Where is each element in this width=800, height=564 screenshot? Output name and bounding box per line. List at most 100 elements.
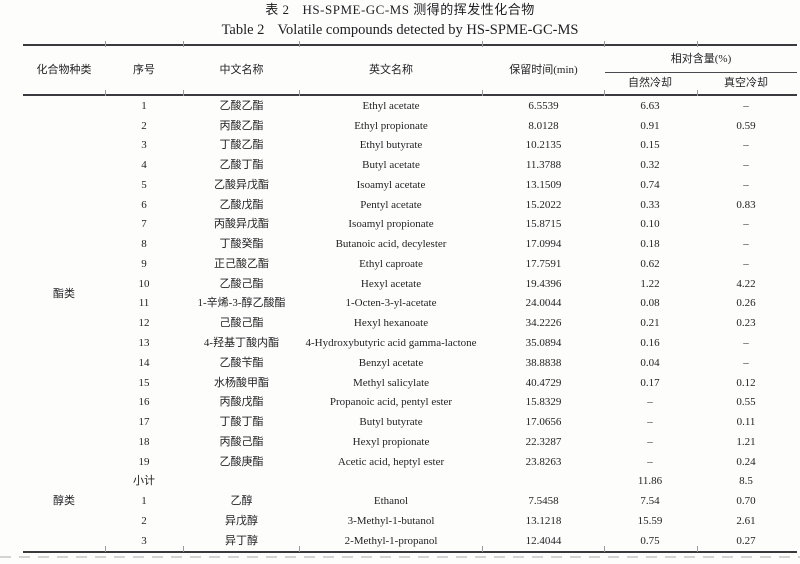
cell-natural-cooling: 0.15	[640, 139, 660, 152]
table-row: 15 水杨酸甲酯 Methyl salicylate 40.4729 0.17 0.12	[23, 373, 797, 393]
header-natural-cooling: 自然冷却	[628, 77, 672, 90]
cell-natural-cooling: 6.63	[640, 99, 660, 112]
cell-retention-time: 24.0044	[525, 297, 562, 310]
cell-no: 10	[138, 277, 150, 290]
rule-tick	[604, 41, 605, 47]
rule-tick	[482, 90, 483, 96]
cell-retention-time: 19.4396	[525, 277, 562, 290]
table-row: 7 丙酸异戊酯 Isoamyl propionate 15.8715 0.10 –	[23, 215, 797, 235]
cell-zh-name: 乙酸己酯	[219, 277, 264, 290]
cell-no: 8	[141, 238, 147, 251]
cell-no: 16	[138, 396, 150, 409]
cell-retention-time: 15.2022	[525, 198, 562, 211]
cell-natural-cooling: 0.04	[640, 356, 660, 369]
cell-no: 14	[138, 356, 150, 369]
cell-natural-cooling: 0.75	[640, 534, 660, 547]
cell-retention-time: 11.3788	[525, 159, 562, 172]
cell-en-name: Methyl salicylate	[352, 376, 430, 389]
table-row: 17 丁酸丁酯 Butyl butyrate 17.0656 – 0.11	[23, 412, 797, 432]
cell-zh-name: 乙酸丁酯	[219, 159, 264, 172]
category-cell: 醇类	[53, 495, 75, 508]
cell-en-name: Propanoic acid, pentyl ester	[329, 396, 453, 409]
cell-vacuum-cooling: –	[743, 356, 749, 369]
table-number-zh: 表 2	[265, 2, 290, 17]
rule-tick	[105, 90, 106, 96]
cell-retention-time: 15.8715	[525, 218, 562, 231]
cell-natural-cooling: 0.33	[640, 198, 660, 211]
cell-no: 4	[141, 159, 147, 172]
cell-retention-time: 35.0894	[525, 337, 562, 350]
rule-tick	[299, 546, 300, 552]
cell-zh-name: 丁酸乙酯	[219, 139, 264, 152]
cell-natural-cooling: 0.17	[640, 376, 660, 389]
cell-retention-time: 23.8263	[525, 455, 562, 468]
cell-en-name: Ethyl propionate	[354, 119, 428, 132]
cell-retention-time: 6.5539	[528, 99, 559, 112]
cell-natural-cooling: 15.59	[637, 514, 663, 527]
cell-vacuum-cooling: –	[743, 218, 749, 231]
table-row: 5 乙酸异戊酯 Isoamyl acetate 13.1509 0.74 –	[23, 175, 797, 195]
volatile-compounds-table: 化合物种类 序号 中文名称 英文名称 保留时间(min) 相对含量(%) 自然冷…	[23, 44, 797, 553]
table-body: 酯类 1 乙酸乙酯 Ethyl acetate 6.5539 6.63 – 2 丙酸乙酯 Ethy…	[23, 95, 797, 552]
cell-retention-time: 22.3287	[525, 435, 562, 448]
cell-natural-cooling: 0.21	[640, 317, 660, 330]
cell-vacuum-cooling: –	[743, 159, 749, 172]
page-scan-edge	[0, 556, 800, 558]
cell-zh-name: 丙酸异戊酯	[214, 218, 269, 231]
cell-en-name: Butyl acetate	[362, 159, 420, 172]
cell-zh-name: 丁酸丁酯	[219, 416, 264, 429]
rule-tick	[697, 90, 698, 96]
cell-retention-time: 40.4729	[525, 376, 562, 389]
cell-natural-cooling: 0.08	[640, 297, 660, 310]
header-vacuum-cooling: 真空冷却	[724, 77, 768, 90]
table-row: 8 丁酸癸酯 Butanoic acid, decylester 17.0994 0.1…	[23, 234, 797, 254]
cell-natural-cooling: –	[647, 455, 653, 468]
cell-no: 19	[138, 455, 150, 468]
table-row: 10 乙酸己酯 Hexyl acetate 19.4396 1.22 4.22	[23, 274, 797, 294]
cell-natural-cooling: 0.32	[640, 159, 660, 172]
cell-en-name	[300, 472, 482, 492]
cell-natural-cooling: 7.54	[640, 495, 660, 508]
cell-zh-name: 己酸己酯	[219, 317, 264, 330]
table-row: 2 异戊醇 3-Methyl-1-butanol 13.1218 15.59 2.61	[23, 511, 797, 531]
cell-zh-name: 乙酸苄酯	[219, 356, 264, 369]
cell-retention-time: 13.1218	[525, 514, 562, 527]
cell-no: 17	[138, 416, 150, 429]
cell-no: 6	[141, 198, 147, 211]
cell-natural-cooling: 0.16	[640, 337, 660, 350]
cell-zh-name: 乙酸庚酯	[219, 455, 264, 468]
rule-tick	[183, 90, 184, 96]
cell-natural-cooling: 0.91	[640, 119, 660, 132]
header-en-name: 英文名称	[369, 63, 413, 76]
cell-retention-time: 38.8838	[525, 356, 562, 369]
cell-vacuum-cooling: 0.26	[736, 297, 756, 310]
table-row: 3 异丁醇 2-Methyl-1-propanol 12.4044 0.75 0.27	[23, 531, 797, 552]
table-header: 化合物种类 序号 中文名称 英文名称 保留时间(min) 相对含量(%) 自然冷…	[23, 45, 797, 95]
cell-vacuum-cooling: 0.59	[736, 119, 756, 132]
cell-no: 12	[138, 317, 150, 330]
cell-en-name: 4-Hydroxybutyric acid gamma-lactone	[305, 337, 477, 350]
cell-zh-name: 丙酸乙酯	[219, 119, 264, 132]
cell-zh-name: 乙酸异戊酯	[214, 178, 269, 191]
cell-zh-name: 异戊醇	[225, 514, 258, 527]
rule-tick	[482, 41, 483, 47]
table-row: 2 丙酸乙酯 Ethyl propionate 8.0128 0.91 0.59	[23, 116, 797, 136]
cell-vacuum-cooling: 0.11	[736, 416, 756, 429]
cell-natural-cooling: –	[647, 416, 653, 429]
cell-retention-time: 13.1509	[525, 178, 562, 191]
cell-zh-name: 丙酸戊酯	[219, 396, 264, 409]
cell-en-name: Ethyl butyrate	[359, 139, 423, 152]
cell-no: 3	[141, 534, 147, 547]
table-number-en: Table 2	[221, 22, 265, 38]
table-row: 11 1-辛烯-3-醇乙酸酯 1-Octen-3-yl-acetate 24.0044…	[23, 294, 797, 314]
cell-no: 3	[141, 139, 147, 152]
rule-tick	[697, 41, 698, 47]
cell-zh-name: 丁酸癸酯	[219, 238, 264, 251]
cell-no: 15	[138, 376, 150, 389]
table-row: 小计 11.86 8.5	[23, 472, 797, 492]
cell-en-name: Acetic acid, heptyl ester	[337, 455, 445, 468]
cell-vacuum-cooling: 0.24	[736, 455, 756, 468]
rule-tick	[105, 546, 106, 552]
cell-vacuum-cooling: 0.12	[736, 376, 756, 389]
table-row: 13 4-羟基丁酸内酯 4-Hydroxybutyric acid gamma-la…	[23, 333, 797, 353]
